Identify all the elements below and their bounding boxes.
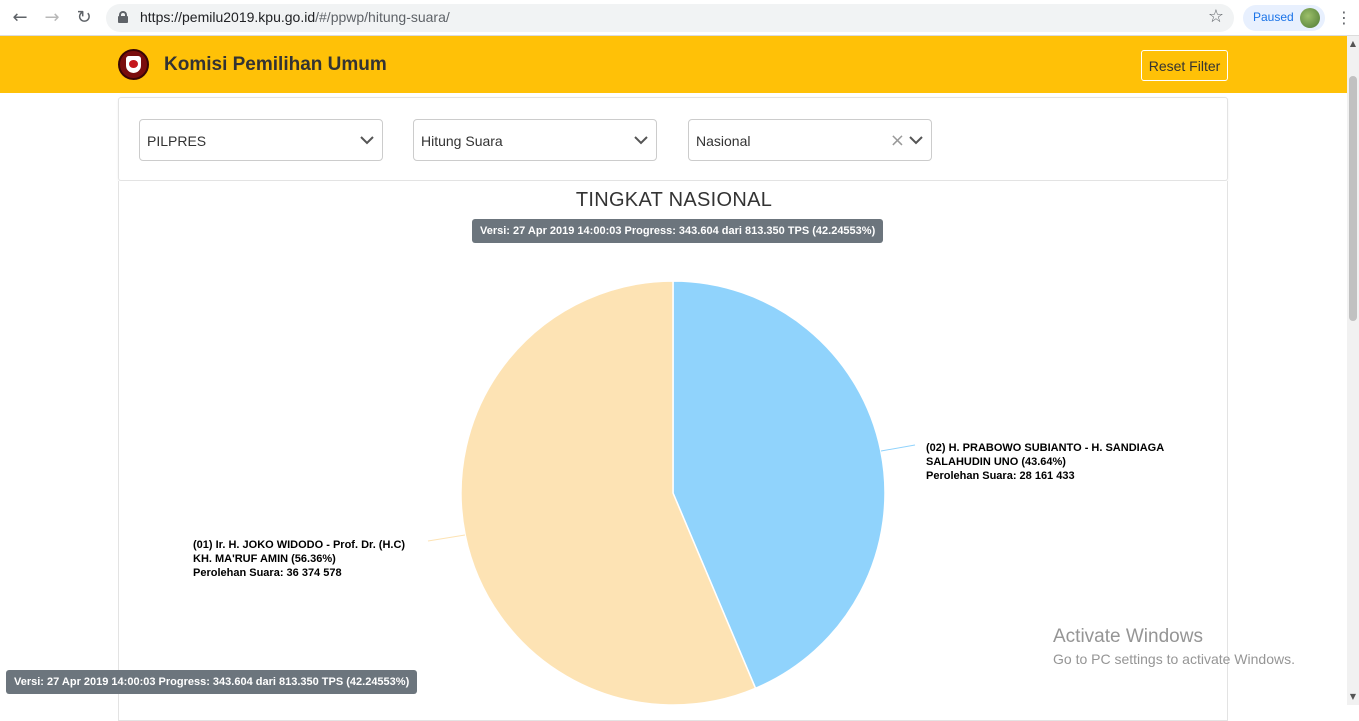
forward-icon[interactable]: → — [44, 7, 60, 28]
slice-label-jokowi-line3: Perolehan Suara: 36 374 578 — [193, 567, 342, 579]
slice-label-prabowo-line3: Perolehan Suara: 28 161 433 — [926, 470, 1075, 482]
slice-label-jokowi-line2: KH. MA'RUF AMIN (56.36%) — [193, 553, 336, 565]
scroll-up-icon[interactable]: ▲ — [1349, 39, 1357, 48]
paused-label: Paused — [1253, 10, 1294, 24]
lock-icon — [118, 11, 128, 23]
region-select-value: Nasional — [696, 133, 751, 149]
kpu-logo-icon[interactable] — [118, 49, 149, 80]
scroll-thumb[interactable] — [1349, 76, 1357, 321]
address-bar[interactable]: https://pemilu2019.kpu.go.id/#/ppwp/hitu… — [106, 4, 1234, 32]
reload-icon[interactable]: ↻ — [76, 7, 92, 28]
filter-panel: PILPRES Hitung Suara Nasional × — [118, 97, 1228, 181]
vote-pie-chart: (02) H. PRABOWO SUBIANTO - H. SANDIAGA S… — [193, 280, 1164, 705]
chevron-down-icon — [909, 136, 923, 145]
avatar — [1300, 8, 1320, 28]
chevron-down-icon — [634, 136, 648, 145]
reset-filter-button[interactable]: Reset Filter — [1141, 50, 1228, 81]
slice-label-jokowi-line1: (01) Ir. H. JOKO WIDODO - Prof. Dr. (H.C… — [193, 539, 405, 551]
back-icon[interactable]: ← — [12, 7, 28, 28]
label-connector-jokowi — [427, 534, 466, 542]
bookmark-star-icon[interactable]: ☆ — [1207, 6, 1224, 27]
scroll-down-icon[interactable]: ▼ — [1349, 692, 1357, 701]
slice-label-prabowo-line1: (02) H. PRABOWO SUBIANTO - H. SANDIAGA — [926, 442, 1164, 454]
chevron-down-icon — [360, 136, 374, 145]
activate-windows-watermark: Activate Windows Go to PC settings to ac… — [1053, 626, 1295, 667]
mode-select[interactable]: Hitung Suara — [413, 119, 657, 161]
version-badge-footer: Versi: 27 Apr 2019 14:00:03 Progress: 34… — [6, 670, 418, 694]
url-path: /#/ppwp/hitung-suara/ — [315, 9, 450, 25]
watermark-subtitle: Go to PC settings to activate Windows. — [1053, 651, 1295, 667]
page-scrollbar[interactable]: ▲ ▼ — [1347, 36, 1359, 705]
watermark-title: Activate Windows — [1053, 626, 1203, 647]
clear-icon[interactable]: × — [889, 130, 905, 151]
url-text[interactable]: https://pemilu2019.kpu.go.id/#/ppwp/hitu… — [140, 9, 450, 25]
mode-select-value: Hitung Suara — [421, 133, 503, 149]
pie-slice-jokowi[interactable] — [460, 280, 757, 705]
slice-label-prabowo-line2: SALAHUDIN UNO (43.64%) — [926, 456, 1066, 468]
profile-paused-button[interactable]: Paused — [1243, 5, 1325, 31]
pie-slice-prabowo[interactable] — [672, 280, 886, 690]
label-connector-prabowo — [880, 444, 916, 452]
browser-toolbar: ← → ↻ https://pemilu2019.kpu.go.id/#/ppw… — [0, 0, 1359, 36]
election-select[interactable]: PILPRES — [139, 119, 383, 161]
region-select[interactable]: Nasional × — [688, 119, 932, 161]
site-title[interactable]: Komisi Pemilihan Umum — [164, 54, 387, 75]
version-badge: Versi: 27 Apr 2019 14:00:03 Progress: 34… — [472, 219, 884, 243]
site-header: Komisi Pemilihan Umum Reset Filter — [0, 36, 1347, 93]
election-select-value: PILPRES — [147, 133, 207, 149]
menu-kebab-icon[interactable]: ⋮ — [1336, 8, 1352, 27]
page-title: TINGKAT NASIONAL — [575, 189, 773, 211]
url-host: https://pemilu2019.kpu.go.id — [140, 9, 316, 25]
